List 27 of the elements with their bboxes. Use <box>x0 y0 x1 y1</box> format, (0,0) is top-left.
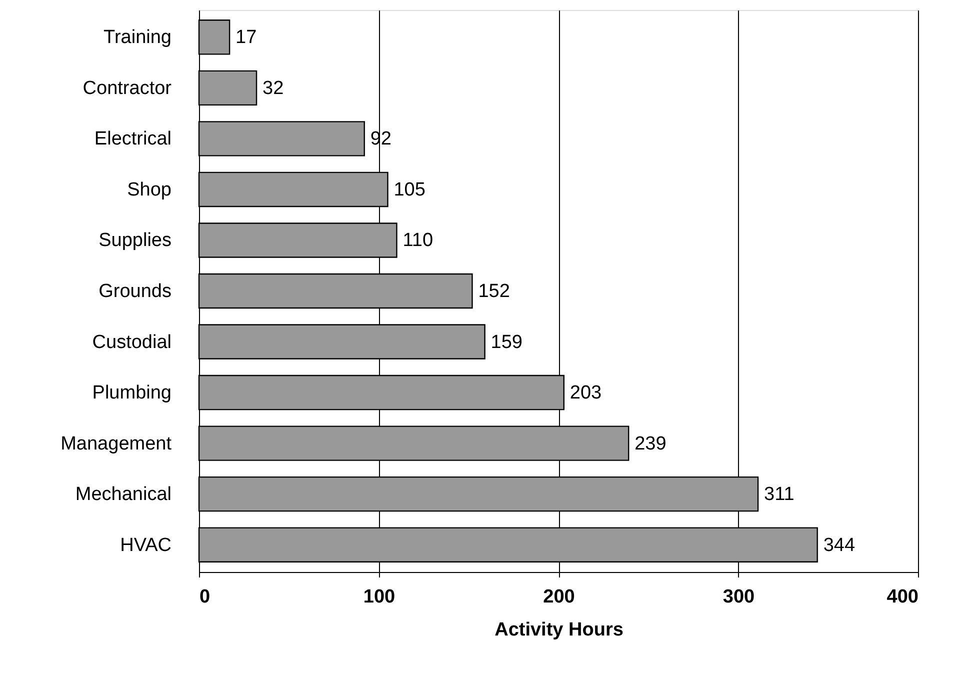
data-label: 32 <box>262 78 284 99</box>
data-label: 311 <box>764 484 794 506</box>
x-tick-label: 300 <box>722 586 755 608</box>
y-tick-label: Management <box>60 433 172 454</box>
x-tick-label: 0 <box>200 586 210 608</box>
y-tick-label: Mechanical <box>75 484 172 506</box>
x-axis-title: Activity Hours <box>494 620 624 640</box>
data-label: 344 <box>823 534 856 556</box>
data-label: 159 <box>490 332 523 353</box>
x-tick-label: 200 <box>543 586 575 608</box>
data-label: 110 <box>402 230 434 252</box>
y-tick-label: Supplies <box>98 230 172 252</box>
y-tick-label: Training <box>104 27 172 48</box>
x-tick-label: 100 <box>363 586 396 608</box>
y-tick-label: Contractor <box>82 78 172 99</box>
data-label: 152 <box>478 281 510 302</box>
y-tick-label: Custodial <box>92 332 172 353</box>
data-label: 105 <box>394 179 426 200</box>
data-label: 239 <box>634 433 666 454</box>
y-tick-label: Grounds <box>98 281 172 302</box>
data-label: 203 <box>570 382 602 404</box>
y-tick-label: HVAC <box>120 534 172 556</box>
x-tick-label: 400 <box>886 586 918 608</box>
data-label: 17 <box>236 27 257 48</box>
y-tick-label: Shop <box>127 179 172 200</box>
y-tick-label: Electrical <box>94 128 172 150</box>
y-tick-label: Plumbing <box>92 382 172 404</box>
